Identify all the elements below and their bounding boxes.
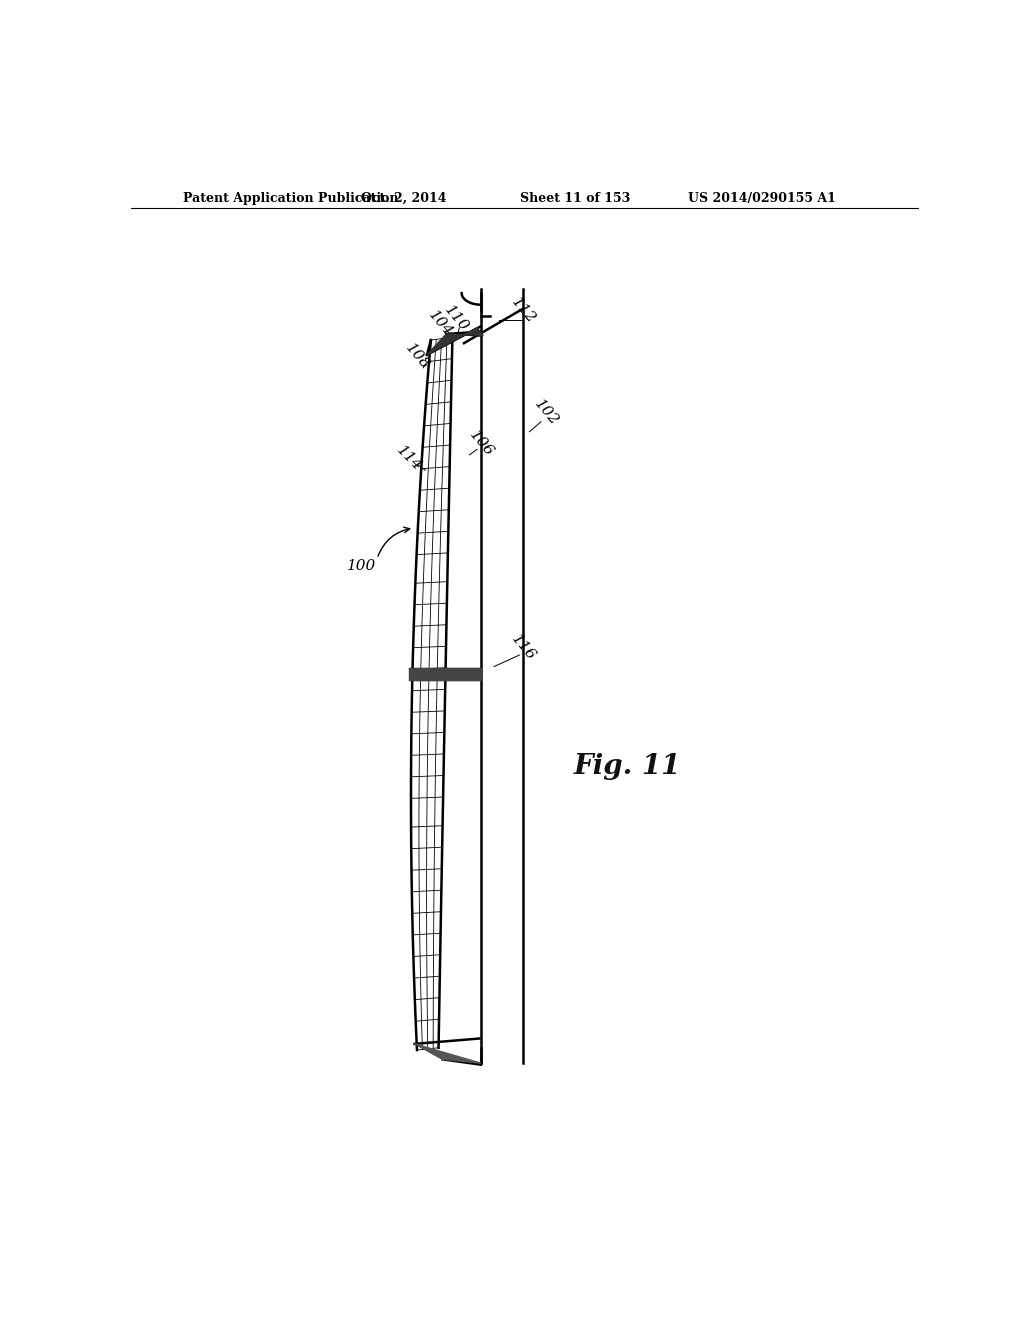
Text: Oct. 2, 2014: Oct. 2, 2014 bbox=[361, 191, 446, 205]
Text: Patent Application Publication: Patent Application Publication bbox=[183, 191, 398, 205]
Polygon shape bbox=[427, 327, 483, 355]
Text: Sheet 11 of 153: Sheet 11 of 153 bbox=[520, 191, 631, 205]
Text: Fig. 11: Fig. 11 bbox=[573, 754, 681, 780]
Text: US 2014/0290155 A1: US 2014/0290155 A1 bbox=[688, 191, 836, 205]
Text: 102: 102 bbox=[531, 397, 561, 428]
Text: 106: 106 bbox=[467, 428, 497, 459]
Polygon shape bbox=[409, 668, 481, 681]
Text: 108: 108 bbox=[403, 342, 432, 372]
Text: 114: 114 bbox=[394, 444, 425, 474]
Text: 100: 100 bbox=[347, 560, 376, 573]
Text: 116: 116 bbox=[509, 632, 538, 663]
Text: 112: 112 bbox=[509, 296, 538, 326]
Text: 104: 104 bbox=[425, 309, 455, 339]
Polygon shape bbox=[415, 1044, 481, 1063]
Text: 110: 110 bbox=[441, 302, 471, 334]
